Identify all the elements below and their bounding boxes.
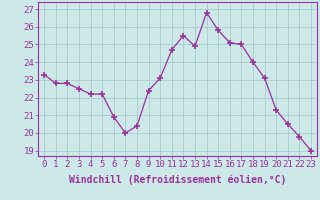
X-axis label: Windchill (Refroidissement éolien,°C): Windchill (Refroidissement éolien,°C) xyxy=(69,175,286,185)
